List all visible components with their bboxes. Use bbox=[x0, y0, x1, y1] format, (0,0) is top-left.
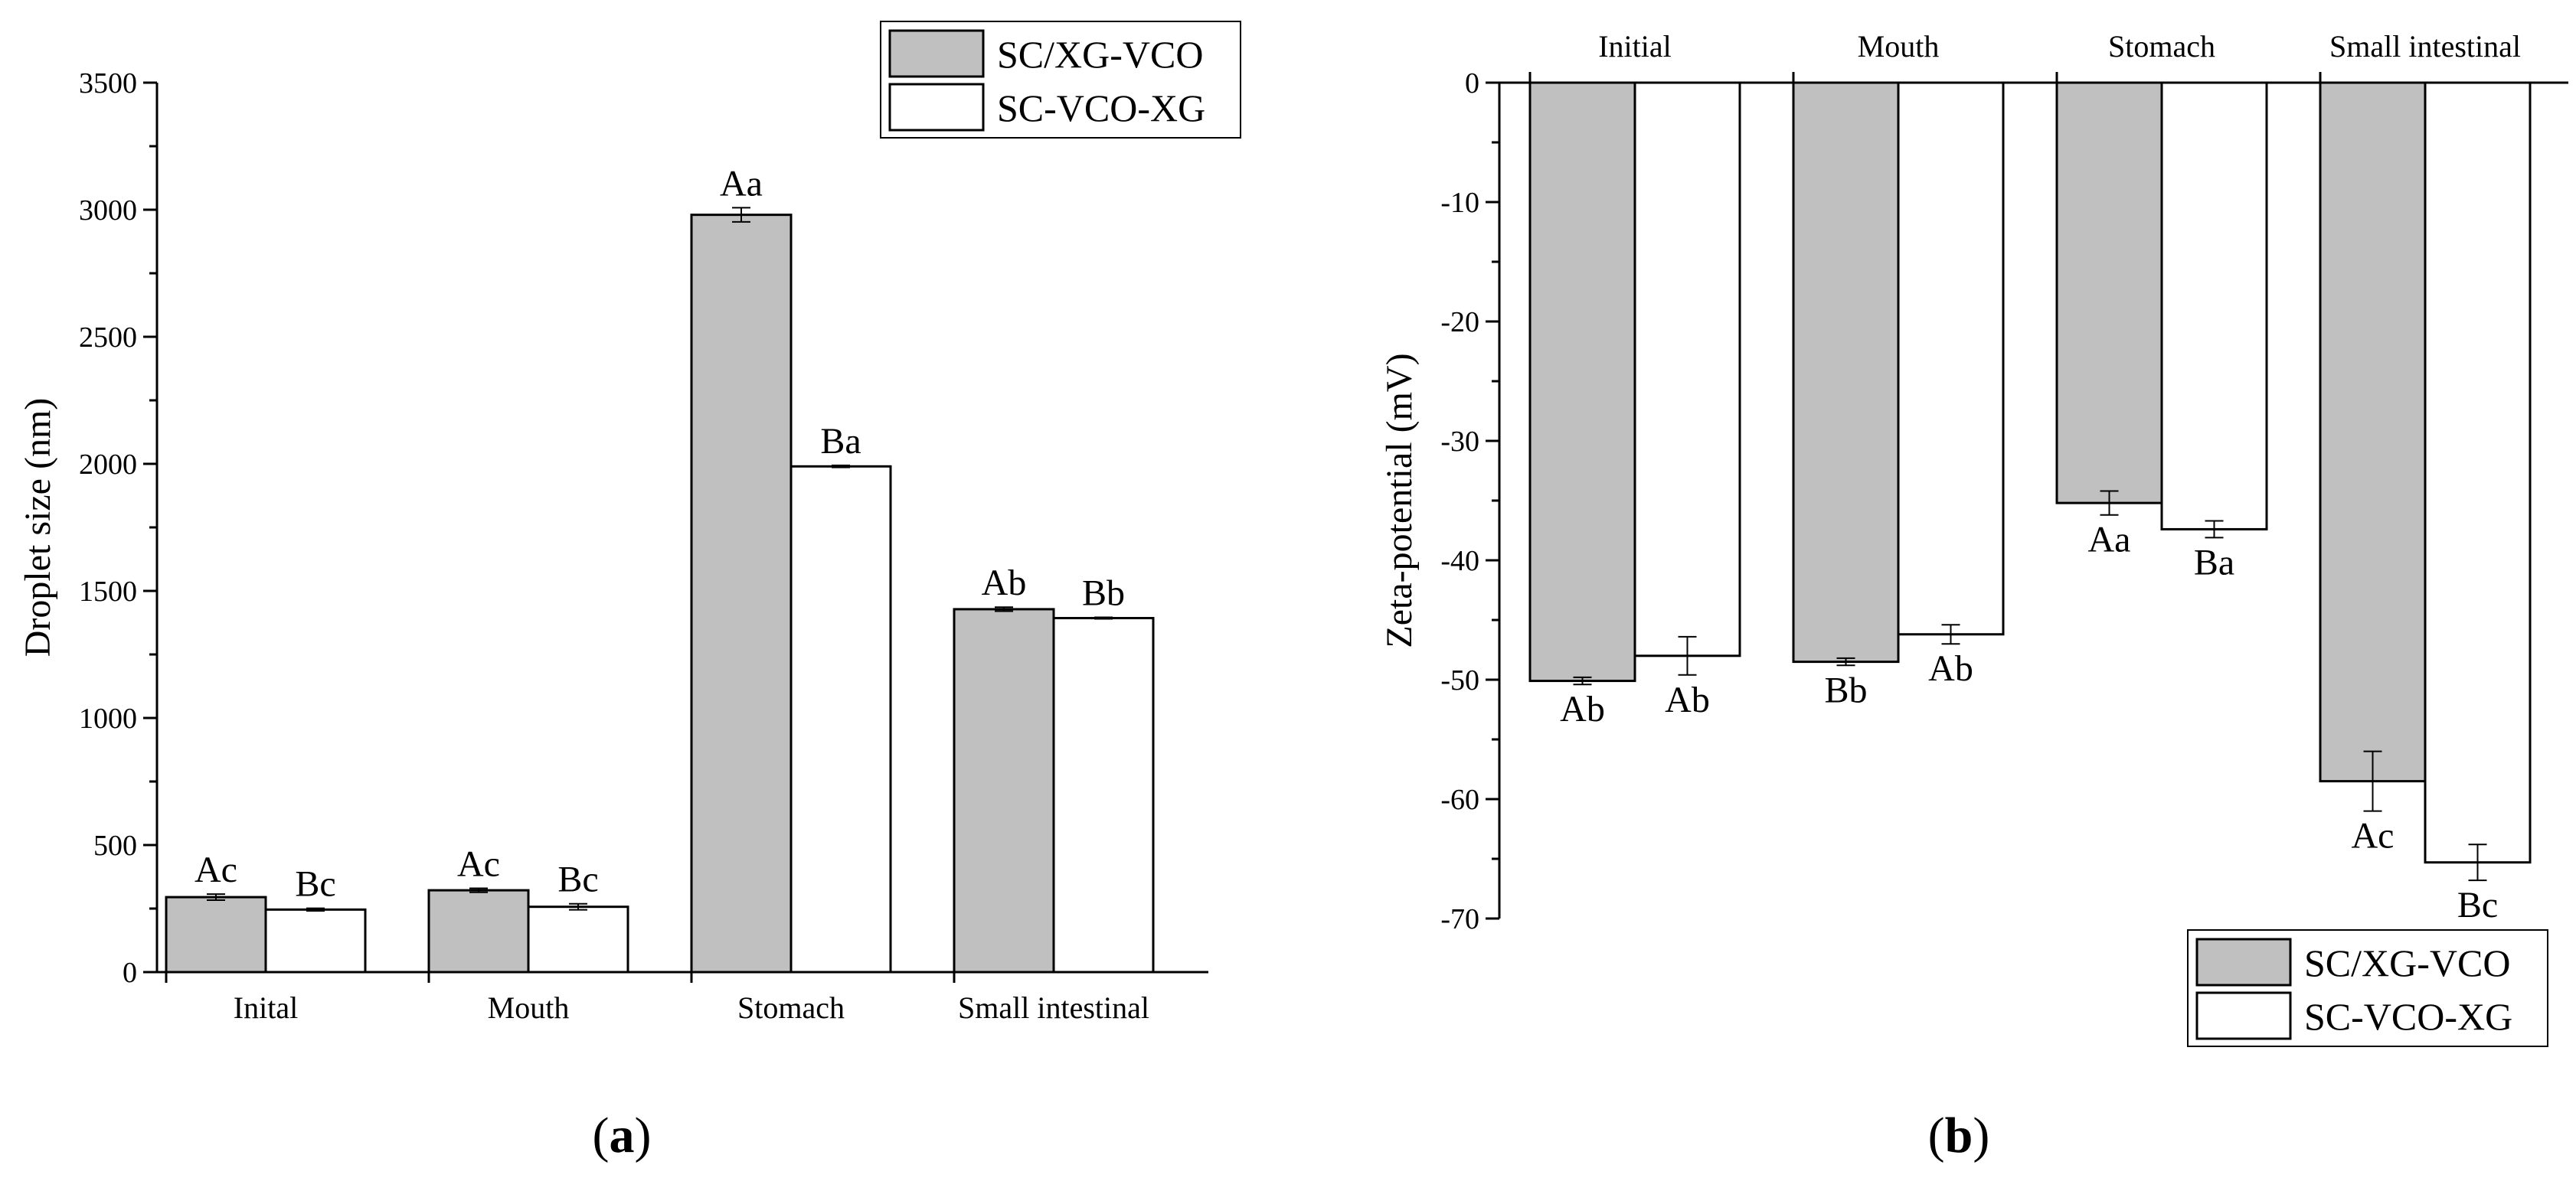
bar-SC-VCO-XG bbox=[527, 906, 629, 974]
error-bar bbox=[306, 907, 325, 912]
category-label: Small intestinal bbox=[958, 990, 1149, 1025]
error-bar bbox=[207, 893, 225, 902]
bar-SC/XG-VCO bbox=[1792, 81, 1900, 664]
y-tick-label: 0 bbox=[123, 957, 137, 989]
category-label: Mouth bbox=[488, 990, 570, 1025]
error-bar bbox=[1573, 676, 1592, 686]
y-tick-label: -40 bbox=[1440, 545, 1479, 577]
y-tick-label: -70 bbox=[1440, 903, 1479, 935]
legend-swatch bbox=[888, 29, 985, 78]
bar-data-label: Ac bbox=[195, 850, 237, 890]
y-tick-label: -30 bbox=[1440, 426, 1479, 458]
legend: SC/XG-VCO SC-VCO-XG bbox=[880, 21, 1241, 139]
legend-swatch bbox=[2195, 938, 2292, 987]
bar-data-label: Ab bbox=[1928, 648, 1973, 689]
category-label: Inital bbox=[234, 990, 298, 1025]
error-bar bbox=[1836, 657, 1855, 667]
y-tick-label: -60 bbox=[1440, 784, 1479, 816]
bar-data-label: Ac bbox=[457, 844, 500, 884]
category-label: Small intestinal bbox=[2329, 29, 2521, 64]
bar-data-label: Bb bbox=[1082, 573, 1125, 614]
category-label: Stomach bbox=[2108, 29, 2215, 64]
error-bar bbox=[995, 606, 1013, 612]
bar-SC-VCO-XG bbox=[1052, 617, 1155, 974]
bar-SC/XG-VCO bbox=[953, 608, 1055, 974]
bar-SC-VCO-XG bbox=[2424, 81, 2532, 864]
bar-SC-VCO-XG bbox=[264, 908, 367, 974]
bar-data-label: Bb bbox=[1824, 670, 1867, 710]
category-label: Mouth bbox=[1858, 29, 1940, 64]
bar-SC/XG-VCO bbox=[1528, 81, 1636, 683]
y-tick-label: -20 bbox=[1440, 306, 1479, 338]
category-label: Stomach bbox=[737, 990, 845, 1025]
legend-label: SC/XG-VCO bbox=[997, 33, 1203, 76]
bar-SC-VCO-XG bbox=[789, 465, 892, 974]
bar-data-label: Bc bbox=[295, 864, 335, 905]
bar-data-label: Ac bbox=[2352, 816, 2395, 857]
y-tick-label: 2500 bbox=[79, 321, 137, 354]
y-tick-label: 3500 bbox=[79, 67, 137, 100]
bar-data-label: Bc bbox=[2457, 885, 2498, 925]
category-label: Initial bbox=[1598, 29, 1672, 64]
chart-panel-a: 0 500 1000 1500 2000 2500 3000 3500 Inital Mouth S… bbox=[18, 21, 1241, 1163]
y-tick-label: 1000 bbox=[79, 703, 137, 735]
error-bar bbox=[1678, 635, 1697, 676]
bar-SC/XG-VCO bbox=[427, 889, 530, 974]
bar-SC/XG-VCO bbox=[2319, 81, 2427, 783]
bar-SC/XG-VCO bbox=[690, 214, 793, 974]
y-tick-label: 1500 bbox=[79, 576, 137, 608]
legend-label: SC-VCO-XG bbox=[997, 86, 1205, 129]
legend-swatch bbox=[888, 83, 985, 132]
error-bar bbox=[2100, 490, 2119, 516]
bar-data-label: Ab bbox=[982, 563, 1027, 603]
y-tick-label: 3000 bbox=[79, 194, 137, 227]
bar-SC/XG-VCO bbox=[2055, 81, 2163, 504]
bar-data-label: Ba bbox=[820, 421, 861, 462]
error-bar bbox=[569, 902, 587, 911]
y-tick-label: 0 bbox=[1465, 67, 1479, 100]
y-tick-label: 2000 bbox=[79, 449, 137, 481]
error-bar bbox=[469, 887, 488, 893]
error-bar bbox=[2468, 844, 2487, 882]
y-tick-label: -50 bbox=[1440, 664, 1479, 697]
bar-SC-VCO-XG bbox=[1633, 81, 1741, 658]
bar-data-label: Bc bbox=[557, 860, 598, 900]
y-tick-label: -10 bbox=[1440, 187, 1479, 219]
legend-label: SC/XG-VCO bbox=[2304, 941, 2510, 984]
chart-panel-b: 0 -10 -20 -30 -40 -50 -60 -70 Initial Mouth Stomac… bbox=[1379, 29, 2568, 1163]
bar-data-label: Aa bbox=[720, 163, 763, 204]
legend-label: SC-VCO-XG bbox=[2304, 995, 2512, 1038]
bar-SC/XG-VCO bbox=[165, 896, 267, 974]
bar-SC-VCO-XG bbox=[2160, 81, 2268, 530]
bar-data-label: Ab bbox=[1665, 680, 1710, 720]
y-axis-title: Droplet size (nm) bbox=[18, 398, 58, 658]
error-bar bbox=[1094, 616, 1113, 620]
y-axis-title: Zeta-potential (mV) bbox=[1379, 353, 1420, 648]
panel-label: (a) bbox=[593, 1108, 652, 1163]
bar-data-label: Aa bbox=[2088, 520, 2131, 560]
panel-label: (b) bbox=[1928, 1108, 1990, 1163]
error-bar bbox=[2205, 520, 2224, 539]
error-bar bbox=[832, 464, 850, 468]
bar-data-label: Ba bbox=[2194, 542, 2234, 582]
bar-data-label: Ab bbox=[1560, 689, 1605, 729]
y-tick-label: 500 bbox=[93, 830, 137, 862]
legend: SC/XG-VCO SC-VCO-XG bbox=[2187, 929, 2548, 1047]
error-bar bbox=[1941, 624, 1960, 645]
error-bar bbox=[732, 207, 750, 223]
error-bar bbox=[2363, 750, 2382, 812]
legend-swatch bbox=[2195, 991, 2292, 1040]
bar-SC-VCO-XG bbox=[1897, 81, 2005, 636]
